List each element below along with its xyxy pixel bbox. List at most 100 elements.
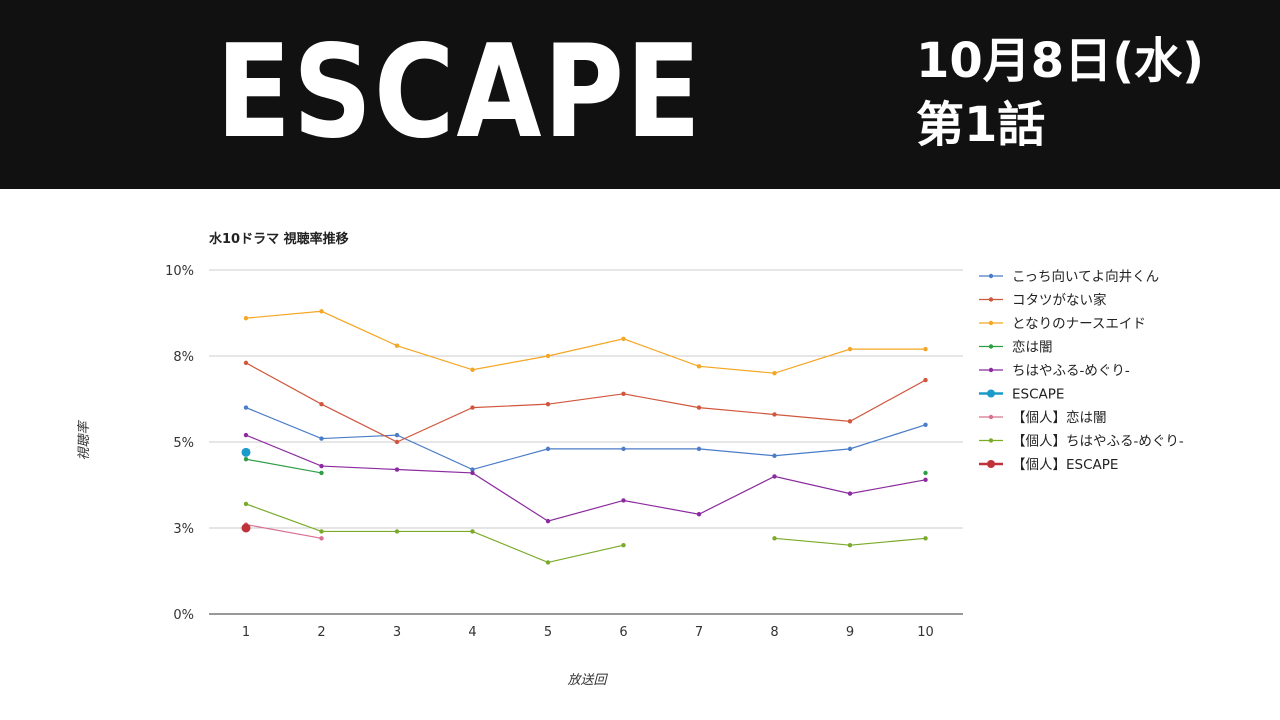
data-point [621, 446, 626, 452]
series-こっち向いてよ向井くん [243, 405, 928, 472]
data-point [470, 367, 475, 372]
data-point [243, 405, 249, 410]
data-point [394, 529, 400, 534]
legend-item: 【個人】ESCAPE [979, 457, 1118, 473]
x-tick-label: 9 [846, 625, 854, 640]
series-【個人】ちはやふる-めぐり- [243, 501, 928, 565]
y-tick-label: 8% [173, 350, 194, 365]
data-point [847, 491, 853, 496]
legend-item: こっち向いてよ向井くん [979, 269, 1159, 285]
series-line [245, 407, 926, 471]
data-point [847, 419, 853, 424]
data-point [923, 377, 928, 383]
legend-item: 【個人】恋は闇 [979, 409, 1107, 426]
y-axis-ticks: 0% 3% 5% 8% 10% [165, 264, 194, 623]
data-point [696, 446, 702, 452]
data-point [319, 470, 324, 476]
data-point [470, 529, 475, 534]
series-line [245, 434, 926, 522]
data-point [923, 477, 928, 483]
x-tick-label: 2 [317, 625, 325, 640]
data-point [772, 453, 777, 458]
data-point [394, 343, 400, 348]
x-tick-label: 6 [619, 625, 627, 640]
x-tick-label: 4 [468, 625, 476, 640]
legend-label: ちはやふる-めぐり- [1012, 363, 1130, 379]
legend-label: 【個人】ESCAPE [1012, 457, 1118, 473]
series-line [245, 362, 926, 443]
data-point [847, 543, 853, 548]
legend-item: 恋は闇 [979, 339, 1053, 356]
data-point [923, 536, 928, 541]
data-point [243, 315, 249, 321]
chart-svg: 水10ドラマ 視聴率推移 0% 3% 5% 8% 10% 1 2 3 4 5 6 7 8 9 10 視聴率… [76, 231, 1184, 688]
data-point [847, 446, 853, 452]
x-tick-label: 5 [544, 625, 552, 640]
y-tick-label: 3% [173, 522, 194, 537]
data-point [696, 364, 702, 369]
legend-item: となりのナースエイド [979, 316, 1146, 332]
data-point [394, 467, 400, 472]
data-point [696, 512, 702, 517]
series-line [245, 458, 322, 474]
legend-item: ESCAPE [979, 387, 1064, 403]
data-point [545, 401, 551, 407]
air-date: 10月8日(水) [916, 33, 1205, 89]
data-point [772, 412, 777, 417]
legend-label: コタツがない家 [1012, 292, 1107, 309]
data-point [923, 346, 928, 352]
data-point [470, 467, 475, 472]
data-point [545, 560, 551, 565]
x-tick-label: 10 [917, 625, 934, 640]
series-となりのナースエイド [243, 309, 928, 376]
series-【個人】ESCAPE [241, 523, 251, 533]
data-point [621, 391, 626, 397]
series-恋は闇 [243, 457, 928, 476]
y-tick-label: 0% [173, 608, 194, 623]
data-point [243, 457, 249, 462]
data-point [470, 405, 475, 410]
legend-marker [988, 414, 994, 420]
legend-item: ちはやふる-めぐり- [979, 363, 1130, 379]
data-point [772, 536, 777, 541]
data-point [696, 405, 702, 410]
data-point [545, 353, 551, 359]
series-ESCAPE [241, 447, 251, 457]
series-line [245, 503, 624, 564]
legend-marker [988, 367, 994, 373]
y-tick-label: 5% [173, 436, 194, 451]
legend-label: となりのナースエイド [1012, 316, 1146, 332]
data-point [394, 439, 400, 445]
x-axis-label: 放送回 [567, 673, 608, 688]
legend-marker [988, 344, 994, 349]
legend: こっち向いてよ向井くんコタツがない家となりのナースエイド恋は闇ちはやふる-めぐり… [979, 269, 1184, 473]
x-tick-label: 8 [770, 625, 778, 640]
data-point [545, 446, 551, 452]
x-tick-label: 7 [695, 625, 703, 640]
legend-label: 【個人】恋は闇 [1012, 409, 1107, 426]
legend-label: ESCAPE [1012, 387, 1064, 403]
data-point [319, 529, 324, 534]
show-title: ESCAPE [216, 18, 703, 167]
data-point [243, 360, 249, 366]
series-lines [241, 309, 928, 565]
legend-label: 恋は闇 [1012, 339, 1053, 356]
legend-item: コタツがない家 [979, 292, 1107, 309]
series-line [245, 523, 322, 539]
data-point [243, 501, 249, 507]
series-ちはやふる-めぐり- [243, 432, 928, 524]
legend-marker [987, 389, 995, 398]
legend-label: 【個人】ちはやふる-めぐり- [1012, 434, 1184, 450]
data-point [243, 432, 249, 438]
data-point [319, 436, 324, 441]
data-point [772, 474, 777, 479]
data-point [319, 536, 324, 541]
legend-marker [987, 460, 995, 468]
x-axis-ticks: 1 2 3 4 5 6 7 8 9 10 [242, 625, 934, 640]
legend-label: こっち向いてよ向井くん [1012, 269, 1159, 285]
data-point [923, 422, 928, 427]
data-point [621, 498, 626, 503]
data-point [621, 543, 626, 548]
legend-marker [988, 438, 994, 443]
data-point [545, 518, 551, 524]
